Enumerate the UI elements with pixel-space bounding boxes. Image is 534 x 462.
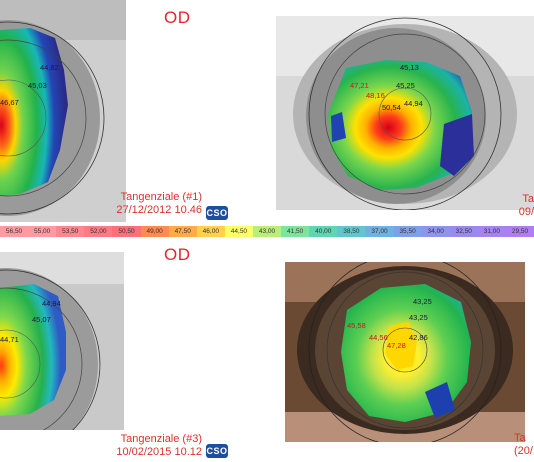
map-name: Tangenziale (#3) bbox=[120, 433, 202, 445]
cso-logo: CSO bbox=[206, 444, 228, 458]
value-label: 44,71 bbox=[0, 335, 19, 344]
scale-cell: 41,50 bbox=[281, 226, 310, 237]
value-label: 44,94 bbox=[404, 99, 423, 108]
topography-panel-4: 43,25 43,25 45,58 44,56 42,86 47,28 bbox=[285, 262, 525, 442]
value-label: 47,21 bbox=[350, 81, 369, 90]
map-caption: Ta 09/ bbox=[504, 193, 534, 219]
scale-cell: 43,00 bbox=[252, 226, 282, 237]
map-name: Ta bbox=[514, 432, 526, 444]
scale-cell: 34,00 bbox=[421, 226, 450, 237]
scale-cell: 40,00 bbox=[309, 226, 338, 237]
map-date: 09/ bbox=[518, 206, 534, 218]
value-label: 42,86 bbox=[409, 333, 428, 342]
value-label: 46,67 bbox=[0, 98, 19, 107]
cso-logo: CSO bbox=[206, 206, 228, 220]
topography-map-2: 47,21 45,13 45,25 48,16 50,54 44,94 bbox=[276, 16, 534, 210]
map-date: (20/1 bbox=[514, 445, 534, 457]
scale-cell: 29,50 bbox=[505, 226, 534, 237]
value-label: 45,07 bbox=[32, 315, 51, 324]
value-label: 45,13 bbox=[400, 63, 419, 72]
topography-map-3: 44,94 45,07 44,71 bbox=[0, 252, 124, 430]
map-date: 10/02/2015 10.12 bbox=[116, 446, 202, 458]
topography-panel-2: 47,21 45,13 45,25 48,16 50,54 44,94 bbox=[276, 16, 534, 210]
topography-panel-3: 44,94 45,07 44,71 bbox=[0, 252, 124, 430]
scale-cell: 31,00 bbox=[477, 226, 506, 237]
map-caption: Tangenziale (#3) 10/02/2015 10.12 bbox=[60, 433, 202, 459]
scale-cell: 37,00 bbox=[365, 226, 394, 237]
scale-cell: 32,50 bbox=[449, 226, 478, 237]
color-scale-bar: 56,50 55,00 53,50 52,00 50,50 49,00 47,50 46,00… bbox=[0, 226, 534, 237]
topography-map-4: 43,25 43,25 45,58 44,56 42,86 47,28 bbox=[285, 262, 525, 442]
scale-cell: 53,50 bbox=[56, 226, 85, 237]
map-name: Ta bbox=[522, 193, 534, 205]
value-label: 50,54 bbox=[382, 103, 401, 112]
value-label: 44,94 bbox=[42, 299, 61, 308]
scale-cell: 52,00 bbox=[84, 226, 113, 237]
scale-cell: 56,50 bbox=[0, 226, 29, 237]
scale-cell: 50,50 bbox=[112, 226, 141, 237]
map-date: 27/12/2012 10.46 bbox=[116, 204, 202, 216]
value-label: 43,25 bbox=[409, 313, 428, 322]
topography-map-1: 44,82 45,03 46,67 bbox=[0, 0, 126, 222]
scale-cell: 49,00 bbox=[140, 226, 169, 237]
eye-label: OD bbox=[164, 8, 191, 27]
map-name: Tangenziale (#1) bbox=[120, 191, 202, 203]
eye-label: OD bbox=[164, 245, 191, 264]
value-label: 45,58 bbox=[347, 321, 366, 330]
value-label: 44,56 bbox=[369, 333, 388, 342]
map-caption: Ta (20/1 bbox=[514, 432, 534, 458]
topography-panel-1: 44,82 45,03 46,67 bbox=[0, 0, 126, 222]
scale-cell: 35,50 bbox=[393, 226, 422, 237]
scale-cell: 46,00 bbox=[196, 226, 225, 237]
value-label: 45,03 bbox=[28, 81, 47, 90]
scale-cell: 38,50 bbox=[337, 226, 366, 237]
scale-cell: 47,50 bbox=[168, 226, 197, 237]
scale-cell: 44,50 bbox=[224, 226, 253, 237]
value-label: 47,28 bbox=[387, 341, 406, 350]
value-label: 48,16 bbox=[366, 91, 385, 100]
map-caption: Tangenziale (#1) 27/12/2012 10.46 bbox=[60, 191, 202, 217]
value-label: 45,25 bbox=[396, 81, 415, 90]
value-label: 44,82 bbox=[40, 63, 59, 72]
scale-cell: 55,00 bbox=[28, 226, 57, 237]
value-label: 43,25 bbox=[413, 297, 432, 306]
